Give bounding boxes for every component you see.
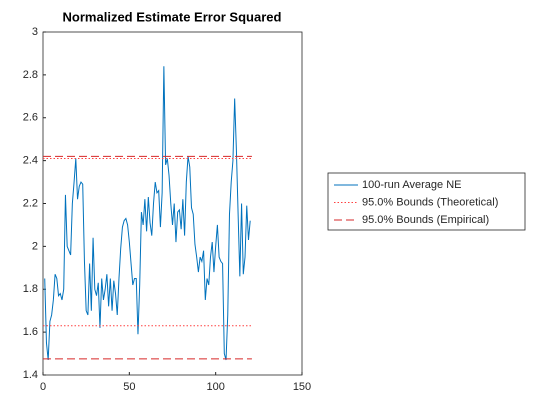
y-tick-label: 3 [32, 26, 38, 38]
legend-label: 100-run Average NE [362, 179, 461, 191]
y-tick-label: 2.2 [23, 197, 38, 209]
y-tick-label: 1.6 [23, 326, 38, 338]
legend-label: 95.0% Bounds (Theoretical) [362, 196, 498, 208]
x-tick-label: 150 [293, 381, 311, 393]
y-tick-label: 2 [32, 240, 38, 252]
data-line [44, 66, 251, 361]
x-tick-label: 50 [123, 381, 135, 393]
chart-title: Normalized Estimate Error Squared [63, 9, 282, 24]
y-tick-label: 2.4 [23, 155, 38, 167]
y-tick-label: 2.8 [23, 69, 38, 81]
legend-label: 95.0% Bounds (Empirical) [362, 214, 489, 226]
legend-box [327, 172, 526, 231]
y-tick-label: 1.4 [23, 369, 38, 381]
y-tick-label: 2.6 [23, 112, 38, 124]
x-tick-label: 100 [206, 381, 224, 393]
plot-area [42, 31, 303, 376]
y-tick-label: 1.8 [23, 283, 38, 295]
x-tick-label: 0 [40, 381, 46, 393]
